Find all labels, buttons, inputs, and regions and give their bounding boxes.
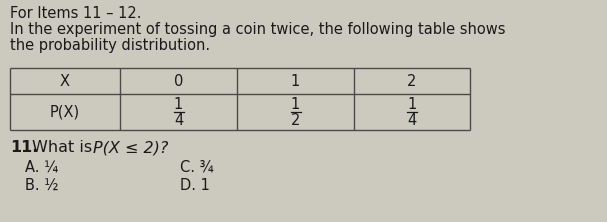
Text: 0: 0 <box>174 73 183 89</box>
Text: 4: 4 <box>407 113 416 127</box>
Text: 1: 1 <box>407 97 416 111</box>
Text: 2: 2 <box>407 73 416 89</box>
Text: For Items 11 – 12.: For Items 11 – 12. <box>10 6 141 21</box>
Text: X: X <box>60 73 70 89</box>
Text: 1: 1 <box>291 97 300 111</box>
Text: P(X ≤ 2)?: P(X ≤ 2)? <box>93 140 168 155</box>
Text: 4: 4 <box>174 113 183 127</box>
Text: 1: 1 <box>174 97 183 111</box>
Text: 11.: 11. <box>10 140 38 155</box>
Text: 2: 2 <box>291 113 300 127</box>
Text: In the experiment of tossing a coin twice, the following table shows: In the experiment of tossing a coin twic… <box>10 22 506 37</box>
Text: A. ¼: A. ¼ <box>25 160 58 175</box>
Text: C. ¾: C. ¾ <box>180 160 214 175</box>
Text: P(X): P(X) <box>50 105 80 119</box>
Text: the probability distribution.: the probability distribution. <box>10 38 210 53</box>
Text: 1: 1 <box>291 73 300 89</box>
Text: D. 1: D. 1 <box>180 178 210 193</box>
Text: What is: What is <box>32 140 97 155</box>
Text: B. ½: B. ½ <box>25 178 58 193</box>
